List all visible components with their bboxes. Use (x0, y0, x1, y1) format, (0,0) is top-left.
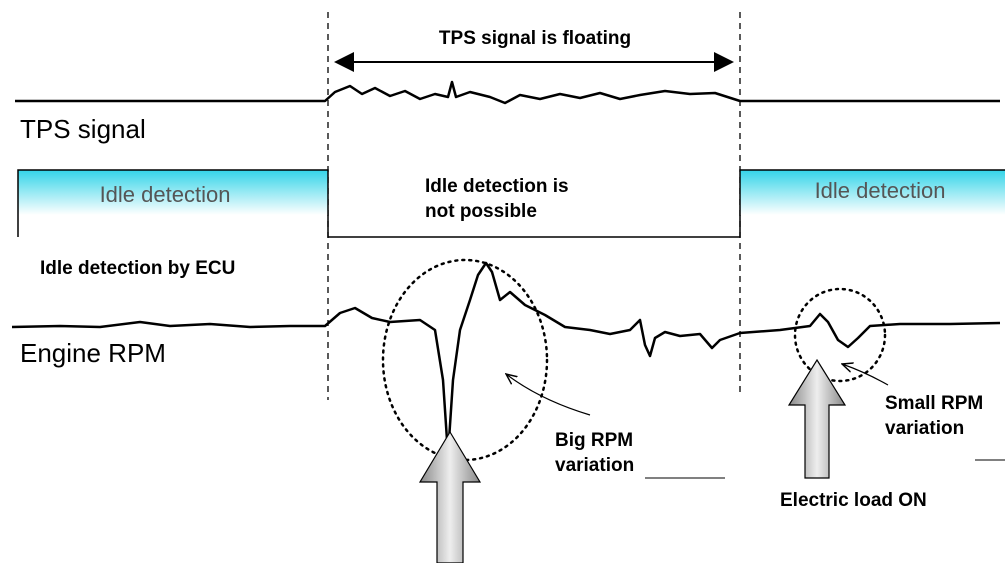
tps-label: TPS signal (20, 114, 146, 144)
idle-fill (740, 170, 1005, 215)
idle-middle: Idle detection is (425, 176, 569, 197)
load-note: Electric load ON (780, 490, 927, 511)
rpm-label: Engine RPM (20, 338, 166, 368)
span-label: TPS signal is floating (439, 28, 631, 49)
idle-line (17, 169, 1005, 238)
idle-fill (18, 170, 328, 215)
pointer (842, 364, 889, 386)
big-note: variation (555, 455, 634, 476)
tps-line (15, 80, 1000, 105)
small-circle (793, 287, 887, 383)
idle-caption: Idle detection by ECU (40, 258, 235, 279)
small-note: Small RPM (885, 393, 983, 414)
idle-left: Idle detection (100, 182, 231, 207)
big-circle (381, 258, 549, 462)
idle-right: Idle detection (815, 178, 946, 203)
big-note: Big RPM (555, 430, 633, 451)
pointer (506, 374, 591, 416)
small-note: variation (885, 418, 964, 439)
idle-middle: not possible (425, 201, 537, 222)
load-arrow (787, 358, 847, 479)
load-arrow (418, 430, 482, 563)
